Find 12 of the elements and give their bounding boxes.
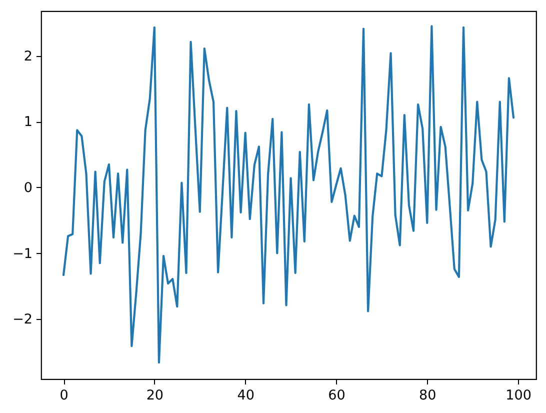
x-tick-label: 80 — [419, 388, 436, 404]
y-tick-label: 0 — [24, 180, 32, 196]
x-tick-label: 60 — [328, 388, 346, 404]
x-tick-label: 0 — [60, 388, 68, 404]
y-tick-label: 2 — [24, 48, 32, 64]
x-tick-label: 100 — [506, 388, 532, 404]
x-tick-label: 20 — [146, 388, 164, 404]
x-tick-label: 40 — [237, 388, 254, 404]
y-tick-label: −2 — [12, 312, 32, 328]
y-tick-label: −1 — [12, 246, 32, 262]
y-tick-label: 1 — [24, 114, 32, 130]
line-series — [62, 25, 515, 364]
